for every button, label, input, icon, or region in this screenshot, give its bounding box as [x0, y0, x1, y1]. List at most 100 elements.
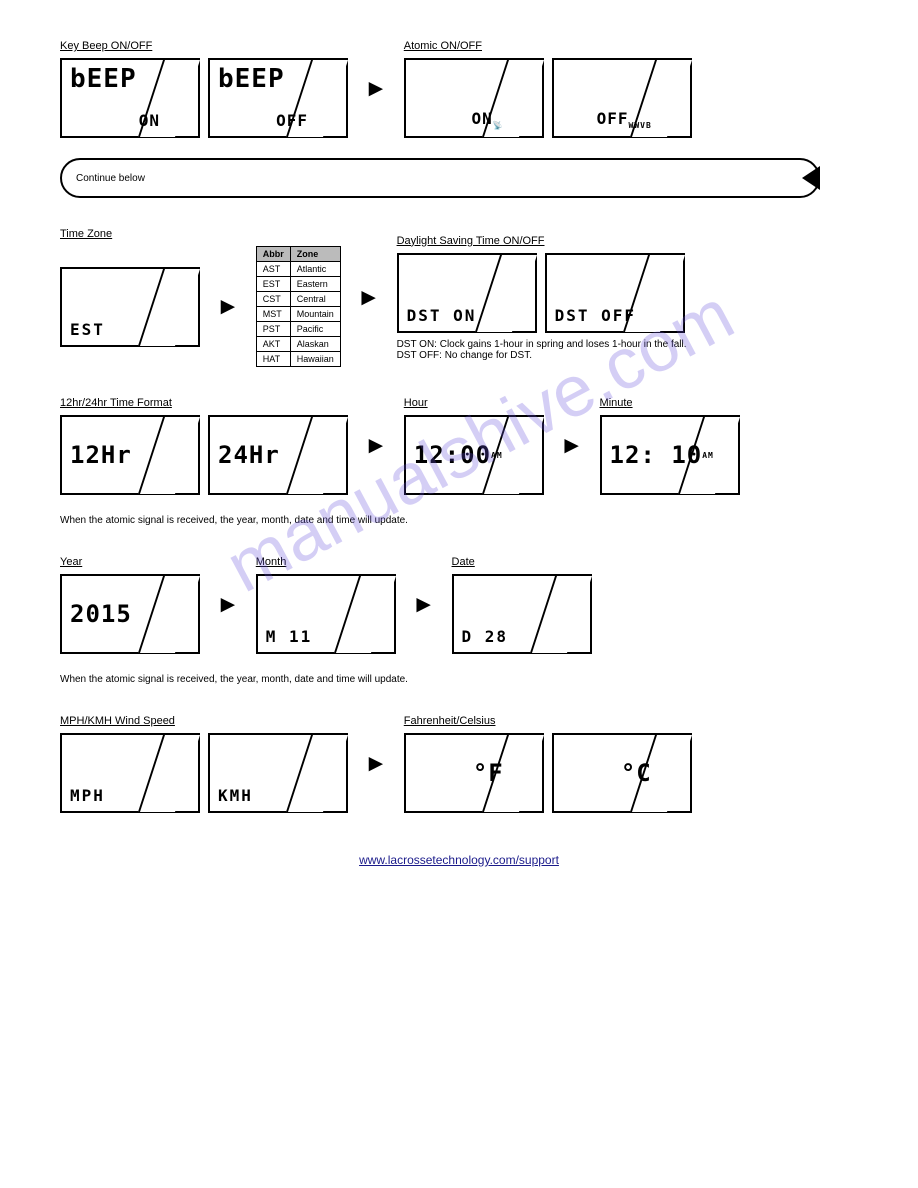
header-atomic: Atomic ON/OFF — [404, 40, 692, 52]
lcd-beep-off: bEEP OFF — [208, 58, 348, 138]
lcd-text: 12: 10AM — [610, 423, 730, 487]
lcd-text: EST — [70, 320, 190, 339]
row3-caption: When the atomic signal is received, the … — [60, 515, 858, 526]
header-tz: Time Zone — [60, 228, 341, 240]
arrow-icon: ► — [552, 432, 592, 460]
header-year: Year — [60, 556, 200, 568]
header-date: Date — [452, 556, 592, 568]
arrow-icon: ► — [349, 284, 389, 312]
lcd-text: MPH — [70, 786, 190, 805]
table-cell: Central — [290, 292, 340, 307]
table-cell: Hawaiian — [290, 352, 340, 367]
group-minute: Minute 12: 10AM — [600, 397, 740, 495]
table-cell: Eastern — [290, 277, 340, 292]
group-hour: Hour 12:00AM — [404, 397, 544, 495]
table-cell: AKT — [256, 337, 290, 352]
row4-caption: When the atomic signal is received, the … — [60, 674, 858, 685]
table-cell: Mountain — [290, 307, 340, 322]
header-wind: MPH/KMH Wind Speed — [60, 715, 348, 727]
group-wind: MPH/KMH Wind Speed MPH KMH — [60, 715, 348, 813]
table-row: CSTCentral — [256, 292, 340, 307]
lcd-f: °F — [404, 733, 544, 813]
arrow-icon: ► — [404, 591, 444, 619]
row-timefmt: 12hr/24hr Time Format 12Hr 24Hr ► Hour 1… — [60, 397, 858, 495]
lcd-beep-on: bEEP ON — [60, 58, 200, 138]
group-temp: Fahrenheit/Celsius °F °C — [404, 715, 692, 813]
header-minute: Minute — [600, 397, 740, 409]
header-hour: Hour — [404, 397, 544, 409]
tz-table: Abbr Zone ASTAtlanticESTEasternCSTCentra… — [256, 246, 341, 367]
lcd-text: KMH — [218, 786, 338, 805]
table-cell: EST — [256, 277, 290, 292]
row-tz-dst: Time Zone EST ► Abbr Zone ASTAtlanticEST… — [60, 228, 858, 367]
lcd-text: DST ON — [407, 306, 527, 325]
header-hrfmt: 12hr/24hr Time Format — [60, 397, 348, 409]
lcd-text: bEEP — [218, 66, 338, 92]
table-row: HATHawaiian — [256, 352, 340, 367]
lcd-date: D 28 — [452, 574, 592, 654]
row-units: MPH/KMH Wind Speed MPH KMH ► Fahrenheit/… — [60, 715, 858, 813]
lcd-text: OFFWWVB — [562, 109, 682, 130]
lcd-hour: 12:00AM — [404, 415, 544, 495]
lcd-tz: EST — [60, 267, 200, 347]
table-row: PSTPacific — [256, 322, 340, 337]
table-cell: MST — [256, 307, 290, 322]
tz-th-zone: Zone — [290, 247, 340, 262]
dst-caption: DST ON: Clock gains 1-hour in spring and… — [397, 339, 697, 361]
lcd-text: M 11 — [266, 627, 386, 646]
lcd-24hr: 24Hr — [208, 415, 348, 495]
continue-arrow: Continue below — [60, 158, 820, 198]
lcd-text: ON📡 — [414, 109, 534, 130]
lcd-text: 12:00AM — [414, 423, 534, 487]
group-tz: Time Zone EST ► Abbr Zone ASTAtlanticEST… — [60, 228, 341, 367]
lcd-year: 2015 — [60, 574, 200, 654]
lcd-minute: 12: 10AM — [600, 415, 740, 495]
group-year: Year 2015 — [60, 556, 200, 654]
group-atomic: Atomic ON/OFF ON📡 OFFWWVB — [404, 40, 692, 138]
table-cell: AST — [256, 262, 290, 277]
table-row: AKTAlaskan — [256, 337, 340, 352]
arrow-icon: ► — [356, 75, 396, 103]
lcd-text: bEEP — [70, 66, 190, 92]
table-cell: CST — [256, 292, 290, 307]
row-beep-atomic: Key Beep ON/OFF bEEP ON bEEP OFF ► Atomi… — [60, 40, 858, 138]
table-row: MSTMountain — [256, 307, 340, 322]
lcd-c: °C — [552, 733, 692, 813]
header-temp: Fahrenheit/Celsius — [404, 715, 692, 727]
lcd-text: °C — [562, 741, 682, 805]
lcd-dst-on: DST ON — [397, 253, 537, 333]
arrow-icon: ► — [356, 432, 396, 460]
footer-link[interactable]: www.lacrossetechnology.com/support — [60, 853, 858, 867]
table-cell: Atlantic — [290, 262, 340, 277]
lcd-atomic-off: OFFWWVB — [552, 58, 692, 138]
table-cell: Alaskan — [290, 337, 340, 352]
group-dst: Daylight Saving Time ON/OFF DST ON DST O… — [397, 235, 697, 361]
lcd-text: °F — [414, 741, 534, 805]
arrow-icon: ► — [208, 591, 248, 619]
group-date: Date D 28 — [452, 556, 592, 654]
group-hrfmt: 12hr/24hr Time Format 12Hr 24Hr — [60, 397, 348, 495]
group-beep: Key Beep ON/OFF bEEP ON bEEP OFF — [60, 40, 348, 138]
lcd-atomic-on: ON📡 — [404, 58, 544, 138]
arrow-icon: ► — [208, 293, 248, 321]
tz-th-abbr: Abbr — [256, 247, 290, 262]
lcd-mph: MPH — [60, 733, 200, 813]
lcd-kmh: KMH — [208, 733, 348, 813]
lcd-text: ON — [70, 111, 190, 130]
lcd-month: M 11 — [256, 574, 396, 654]
table-cell: PST — [256, 322, 290, 337]
group-month: Month M 11 — [256, 556, 396, 654]
lcd-text: 2015 — [70, 582, 190, 646]
table-row: ESTEastern — [256, 277, 340, 292]
arrow-icon: ► — [356, 750, 396, 778]
header-month: Month — [256, 556, 396, 568]
lcd-text: 24Hr — [218, 423, 338, 487]
lcd-dst-off: DST OFF — [545, 253, 685, 333]
header-dst: Daylight Saving Time ON/OFF — [397, 235, 697, 247]
table-cell: Pacific — [290, 322, 340, 337]
lcd-text: DST OFF — [555, 306, 675, 325]
table-row: ASTAtlantic — [256, 262, 340, 277]
lcd-text: 12Hr — [70, 423, 190, 487]
header-beep: Key Beep ON/OFF — [60, 40, 348, 52]
table-cell: HAT — [256, 352, 290, 367]
